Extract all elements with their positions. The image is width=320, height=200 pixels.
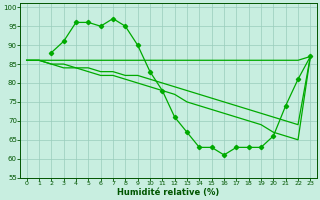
X-axis label: Humidité relative (%): Humidité relative (%)	[117, 188, 220, 197]
